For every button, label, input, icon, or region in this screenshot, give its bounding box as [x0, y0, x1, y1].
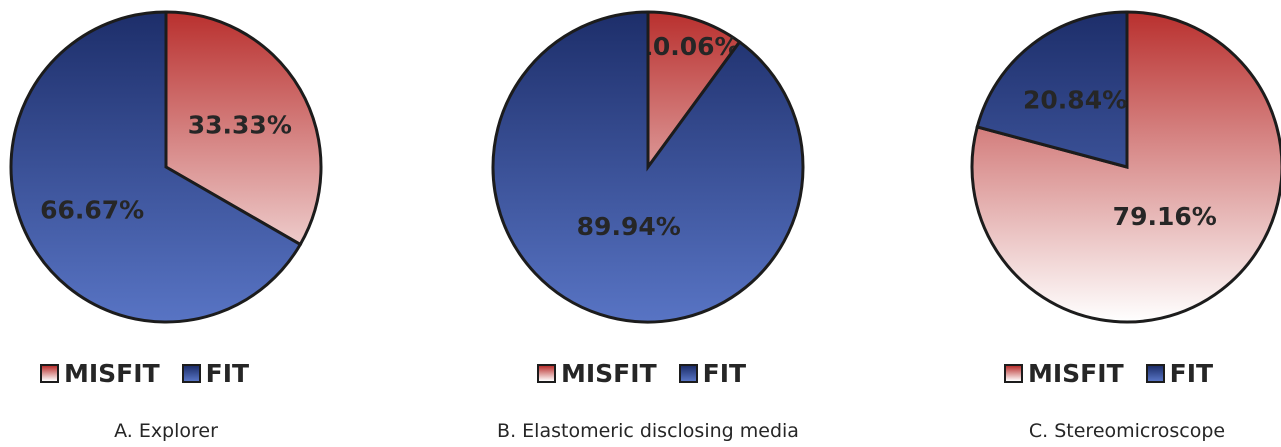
legend-label-misfit: MISFIT [64, 358, 160, 388]
legend-chart-1: MISFIT FIT [40, 355, 249, 391]
legend-item-fit: FIT [678, 358, 747, 388]
legend-label-fit: FIT [702, 358, 747, 388]
legend-label-misfit: MISFIT [561, 358, 657, 388]
legend-swatch-misfit [537, 363, 556, 383]
data-label-fit: 66.67% [40, 196, 144, 225]
legend-swatch-fit [678, 363, 698, 383]
chart-caption: C. Stereomicroscope [1028, 420, 1226, 442]
legend-item-fit: FIT [1145, 358, 1214, 388]
legend-swatch-misfit [40, 363, 59, 383]
data-label-fit: 89.94% [577, 212, 681, 241]
pie-chart-2: 10.06% 89.94% [491, 10, 805, 324]
legend-label-misfit: MISFIT [1028, 358, 1124, 388]
chart-caption: B. Elastomeric disclosing media [497, 420, 799, 442]
legend-chart-2: MISFIT FIT [537, 355, 746, 391]
legend-swatch-misfit [1004, 363, 1023, 383]
legend-swatch-fit [181, 363, 201, 383]
pie-slice-fit [491, 10, 805, 324]
legend-item-misfit: MISFIT [40, 359, 160, 388]
legend-item-fit: FIT [181, 358, 250, 388]
legend-label-fit: FIT [1169, 358, 1214, 388]
legend-item-misfit: MISFIT [537, 359, 657, 388]
legend-label-fit: FIT [205, 358, 250, 388]
pie-slice-misfit [646, 10, 742, 172]
pie-slice-misfit [164, 10, 323, 247]
data-label-misfit: 33.33% [188, 110, 292, 139]
pie-chart-1: 33.33% 66.67% [9, 10, 323, 324]
pie-slice-fit [975, 10, 1129, 169]
pie-chart-3: 79.16% 20.84% [970, 10, 1281, 324]
legend-item-misfit: MISFIT [1004, 359, 1124, 388]
data-label-fit: 20.84% [1023, 85, 1127, 114]
chart-caption: A. Explorer [114, 420, 218, 442]
data-label-misfit: 10.06% [635, 32, 739, 61]
legend-chart-3: MISFIT FIT [1004, 355, 1213, 391]
legend-swatch-fit [1145, 363, 1165, 383]
data-label-misfit: 79.16% [1113, 202, 1217, 231]
pie-slice-fit [9, 10, 303, 324]
